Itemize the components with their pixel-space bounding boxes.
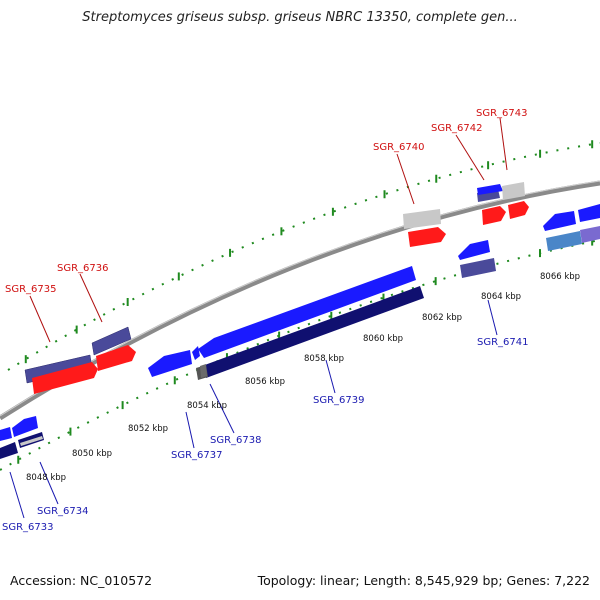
- accession-text: Accession: NC_010572: [10, 573, 153, 588]
- gene-right-edge[interactable]: [543, 204, 600, 251]
- label-sgr-6742[interactable]: SGR_6742: [431, 123, 483, 134]
- kbp-label: 8056 kbp: [245, 377, 285, 387]
- kbp-label: 8060 kbp: [363, 334, 403, 344]
- kbp-label: 8048 kbp: [26, 473, 66, 483]
- gene-sgr-6740[interactable]: [403, 209, 446, 247]
- label-sgr-6743[interactable]: SGR_6743: [476, 108, 528, 119]
- label-sgr-6737[interactable]: SGR_6737: [171, 450, 223, 461]
- label-sgr-6735[interactable]: SGR_6735: [5, 284, 57, 295]
- label-sgr-6738[interactable]: SGR_6738: [210, 435, 262, 446]
- label-sgr-6734[interactable]: SGR_6734: [37, 506, 89, 517]
- label-sgr-6736[interactable]: SGR_6736: [57, 263, 109, 274]
- gene-sgr-6738: [200, 364, 207, 378]
- gene-sgr-6737[interactable]: [148, 346, 200, 377]
- forward-leaders: [29, 117, 508, 343]
- gene-sgr-6733[interactable]: [0, 427, 18, 459]
- kbp-label: 8066 kbp: [540, 272, 580, 282]
- gene-sgr-6736[interactable]: [91, 326, 136, 371]
- gene-sgr-6741[interactable]: [458, 240, 496, 278]
- label-sgr-6740[interactable]: SGR_6740: [373, 142, 425, 153]
- kbp-label: 8058 kbp: [304, 354, 344, 364]
- genome-summary: Topology: linear; Length: 8,545,929 bp; …: [257, 573, 590, 588]
- reverse-leaders: [9, 299, 498, 519]
- kbp-label: 8050 kbp: [72, 449, 112, 459]
- kbp-label: 8062 kbp: [422, 313, 462, 323]
- gene-sgr-6742[interactable]: [477, 184, 506, 225]
- kbp-label: 8054 kbp: [187, 401, 227, 411]
- gene-sgr-6734[interactable]: [12, 416, 44, 448]
- label-sgr-6739[interactable]: SGR_6739: [313, 395, 365, 406]
- kbp-label: 8052 kbp: [128, 424, 168, 434]
- genome-title: Streptomyces griseus subsp. griseus NBRC…: [82, 10, 518, 25]
- kbp-label: 8064 kbp: [481, 292, 521, 302]
- gene-sgr-6743[interactable]: [502, 182, 529, 219]
- label-sgr-6741[interactable]: SGR_6741: [477, 337, 529, 348]
- label-sgr-6733[interactable]: SGR_6733: [2, 522, 54, 533]
- gene-sgr-6735[interactable]: [24, 354, 98, 394]
